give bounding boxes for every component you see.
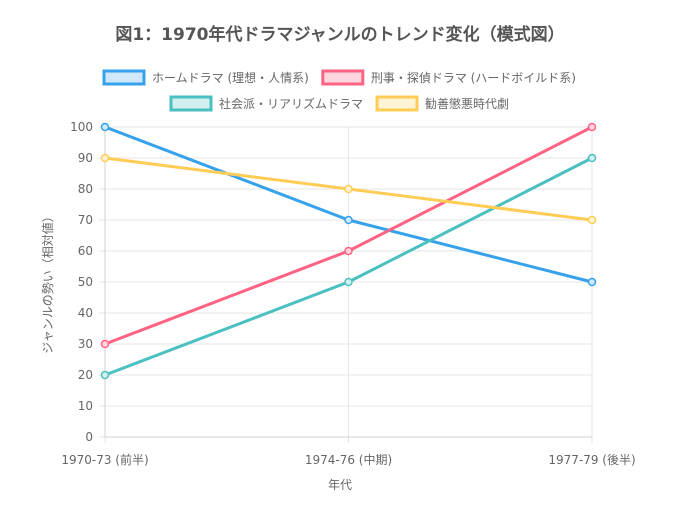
data-point [344, 215, 353, 225]
y-tick-label: 10 [78, 399, 93, 413]
y-axis-ticks: 0 10 20 30 40 50 60 70 80 90 100 [70, 120, 93, 444]
y-tick-label: 60 [78, 244, 93, 258]
data-point [587, 122, 597, 132]
series-0 [100, 122, 597, 287]
data-point [100, 370, 110, 380]
data-point [344, 184, 353, 194]
data-point [587, 153, 597, 163]
legend-label: 刑事・探偵ドラマ (ハードボイルド系) [371, 71, 576, 85]
legend-swatch [375, 95, 419, 112]
legend: ホームドラマ (理想・人情系) 刑事・探偵ドラマ (ハードボイルド系) 社会派・リア… [102, 69, 576, 112]
series-layer [100, 122, 597, 380]
data-point [344, 277, 353, 287]
legend-swatch [102, 69, 146, 86]
data-point [100, 153, 110, 163]
legend-label: ホームドラマ (理想・人情系) [152, 70, 309, 85]
chart-title: 図1：1970年代ドラマジャンルのトレンド変化（模式図） [115, 24, 564, 45]
x-axis-ticks: 1970-73 (前半) 1974-76 (中期) 1977-79 (後半) [61, 452, 635, 467]
legend-label: 勧善懲悪時代劇 [425, 96, 509, 111]
x-tick-label: 1974-76 (中期) [305, 452, 392, 467]
y-tick-label: 40 [78, 306, 93, 320]
y-tick-label: 100 [70, 120, 93, 134]
y-tick-label: 70 [78, 213, 93, 227]
legend-item[interactable]: 社会派・リアリズムドラマ [169, 95, 363, 112]
y-tick-label: 80 [78, 182, 93, 196]
legend-swatch [169, 95, 213, 112]
legend-item[interactable]: 勧善懲悪時代劇 [375, 95, 509, 112]
data-point [344, 246, 353, 256]
series-1 [100, 122, 597, 349]
y-tick-label: 90 [78, 151, 93, 165]
x-tick-label: 1970-73 (前半) [61, 452, 148, 467]
series-2 [100, 153, 597, 380]
data-point [587, 215, 597, 225]
legend-label: 社会派・リアリズムドラマ [219, 96, 363, 111]
series-3 [100, 153, 597, 225]
x-tick-label: 1977-79 (後半) [548, 453, 635, 467]
legend-swatch [321, 69, 365, 86]
data-point [100, 339, 110, 349]
legend-item[interactable]: ホームドラマ (理想・人情系) [102, 69, 309, 86]
y-tick-label: 50 [78, 275, 93, 289]
legend-item[interactable]: 刑事・探偵ドラマ (ハードボイルド系) [321, 69, 576, 86]
y-tick-label: 0 [85, 430, 93, 444]
y-tick-label: 30 [78, 337, 93, 351]
data-point [587, 277, 597, 287]
x-axis-title: 年代 [328, 478, 352, 492]
y-tick-label: 20 [78, 368, 93, 382]
data-point [100, 122, 110, 132]
y-axis-title: ジャンルの勢い（相対値） [40, 210, 55, 353]
